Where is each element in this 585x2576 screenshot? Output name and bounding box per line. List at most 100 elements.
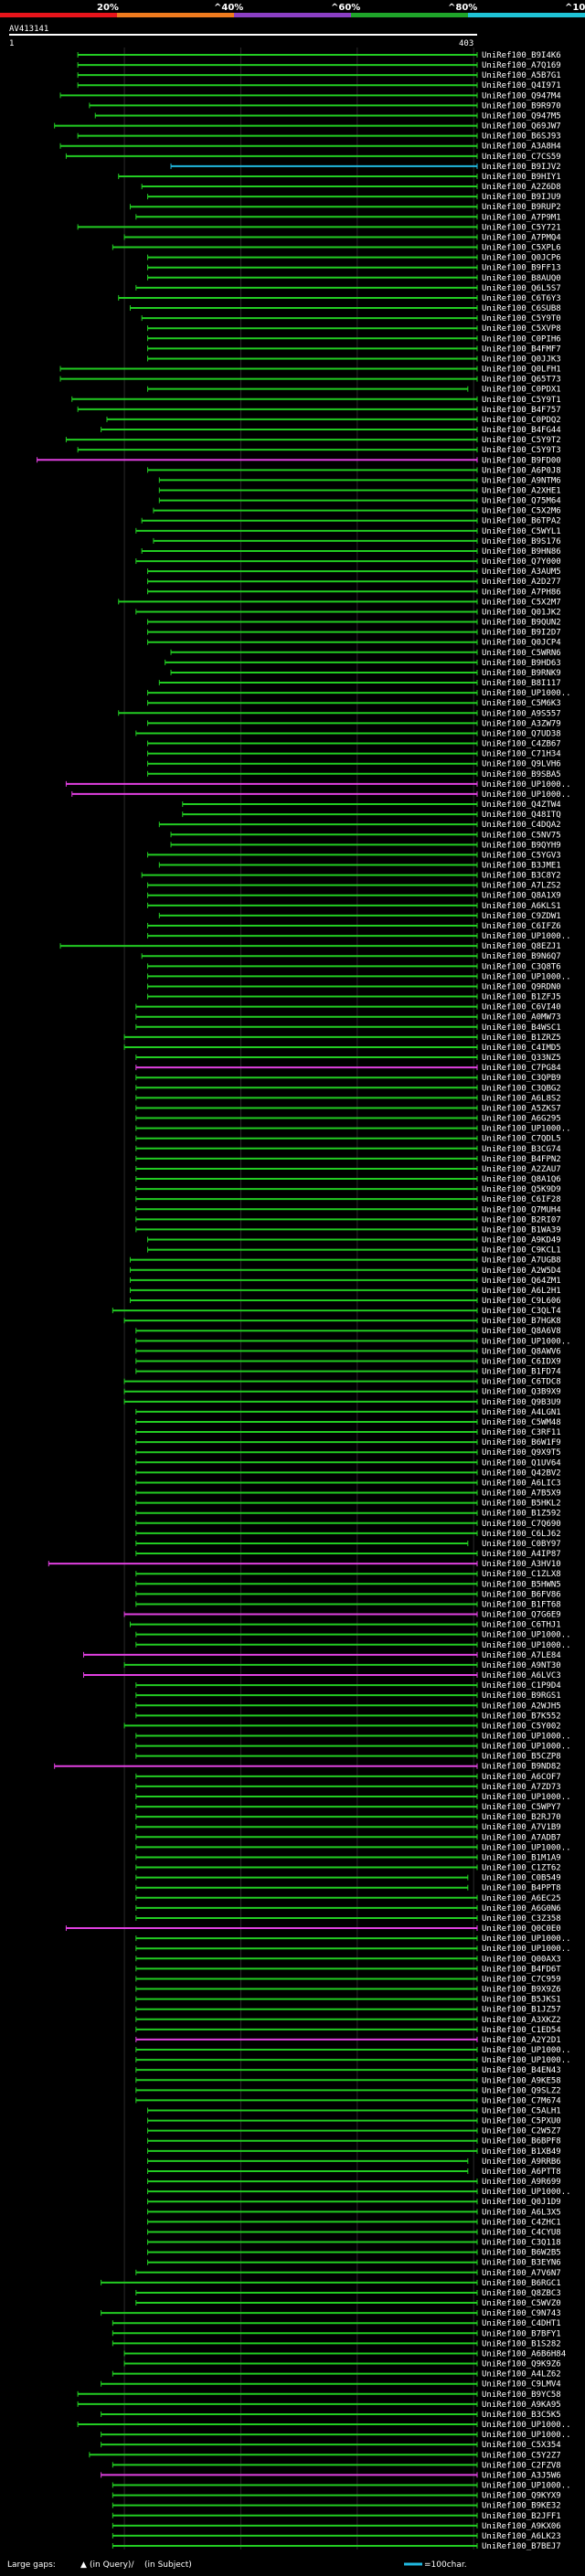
hit-accession[interactable]: UniRef100_C5WPY7 bbox=[482, 1803, 561, 1812]
hit-accession[interactable]: UniRef100_Q9KYX9 bbox=[482, 2492, 561, 2501]
hit-accession[interactable]: UniRef100_B9QYH9 bbox=[482, 841, 561, 850]
hit-accession[interactable]: UniRef100_UP1000.. bbox=[482, 1337, 571, 1346]
hit-accession[interactable]: UniRef100_UP1000.. bbox=[482, 689, 571, 698]
hit-accession[interactable]: UniRef100_A3A8H4 bbox=[482, 143, 561, 152]
hit-accession[interactable]: UniRef100_Q5K9D9 bbox=[482, 1185, 561, 1194]
hit-accession[interactable]: UniRef100_B5HWN5 bbox=[482, 1580, 561, 1589]
hit-accession[interactable]: UniRef100_Q00AX3 bbox=[482, 1955, 561, 1964]
hit-accession[interactable]: UniRef100_A6KLS1 bbox=[482, 902, 561, 911]
hit-accession[interactable]: UniRef100_UP1000.. bbox=[482, 780, 571, 790]
hit-accession[interactable]: UniRef100_A7PMQ4 bbox=[482, 233, 561, 242]
hit-accession[interactable]: UniRef100_A3HV10 bbox=[482, 1560, 561, 1569]
hit-accession[interactable]: UniRef100_B9R970 bbox=[482, 101, 561, 111]
hit-accession[interactable]: UniRef100_B7BFY1 bbox=[482, 2329, 561, 2338]
hit-accession[interactable]: UniRef100_C5Y9T3 bbox=[482, 446, 561, 455]
hit-accession[interactable]: UniRef100_A2ZAU7 bbox=[482, 1165, 561, 1174]
hit-accession[interactable]: UniRef100_A6LVC3 bbox=[482, 1671, 561, 1680]
hit-accession[interactable]: UniRef100_C9ZDW1 bbox=[482, 912, 561, 921]
hit-accession[interactable]: UniRef100_B9YC58 bbox=[482, 2390, 561, 2400]
hit-accession[interactable]: UniRef100_C7CS59 bbox=[482, 153, 561, 162]
hit-accession[interactable]: UniRef100_Q9X9T5 bbox=[482, 1448, 561, 1458]
hit-accession[interactable]: UniRef100_C4DQA2 bbox=[482, 821, 561, 830]
hit-accession[interactable]: UniRef100_A6P0J8 bbox=[482, 466, 561, 475]
hit-accession[interactable]: UniRef100_C6SUB8 bbox=[482, 304, 561, 313]
hit-accession[interactable]: UniRef100_C1ED54 bbox=[482, 2026, 561, 2035]
hit-accession[interactable]: UniRef100_C6LJ62 bbox=[482, 1530, 561, 1539]
hit-accession[interactable]: UniRef100_C3QPB9 bbox=[482, 1074, 561, 1083]
hit-accession[interactable]: UniRef100_Q75M64 bbox=[482, 497, 561, 506]
hit-accession[interactable]: UniRef100_C5Y9T2 bbox=[482, 436, 561, 445]
hit-accession[interactable]: UniRef100_B3EYN6 bbox=[482, 2259, 561, 2268]
hit-accession[interactable]: UniRef100_B9S176 bbox=[482, 537, 561, 546]
hit-accession[interactable]: UniRef100_C6IDX9 bbox=[482, 1357, 561, 1366]
hit-accession[interactable]: UniRef100_C5Y2Z7 bbox=[482, 2451, 561, 2460]
hit-accession[interactable]: UniRef100_A9NTM6 bbox=[482, 476, 561, 485]
hit-accession[interactable]: UniRef100_Q9SLZ2 bbox=[482, 2086, 561, 2095]
hit-accession[interactable]: UniRef100_A4LGN1 bbox=[482, 1408, 561, 1417]
hit-accession[interactable]: UniRef100_B1ZFJ5 bbox=[482, 993, 561, 1002]
hit-accession[interactable]: UniRef100_C5YGV3 bbox=[482, 851, 561, 860]
hit-accession[interactable]: UniRef100_UP1000.. bbox=[482, 1743, 571, 1752]
hit-accession[interactable]: UniRef100_C7C959 bbox=[482, 1975, 561, 1984]
hit-accession[interactable]: UniRef100_C2FZV8 bbox=[482, 2461, 561, 2470]
hit-accession[interactable]: UniRef100_UP1000.. bbox=[482, 1125, 571, 1134]
hit-accession[interactable]: UniRef100_A7ZD73 bbox=[482, 1783, 561, 1792]
hit-accession[interactable]: UniRef100_UP1000.. bbox=[482, 2421, 571, 2430]
hit-accession[interactable]: UniRef100_UP1000.. bbox=[482, 1641, 571, 1650]
hit-accession[interactable]: UniRef100_Q8A6V8 bbox=[482, 1327, 561, 1336]
hit-accession[interactable]: UniRef100_A6G0N6 bbox=[482, 1904, 561, 1913]
hit-accession[interactable]: UniRef100_B4F757 bbox=[482, 406, 561, 415]
hit-accession[interactable]: UniRef100_UP1000.. bbox=[482, 1793, 571, 1802]
hit-accession[interactable]: UniRef100_A2Z6D8 bbox=[482, 183, 561, 192]
hit-accession[interactable]: UniRef100_B4FG44 bbox=[482, 426, 561, 435]
hit-accession[interactable]: UniRef100_Q4I971 bbox=[482, 81, 561, 90]
hit-accession[interactable]: UniRef100_B9I4K6 bbox=[482, 51, 561, 60]
hit-accession[interactable]: UniRef100_Q7Y000 bbox=[482, 557, 561, 567]
hit-accession[interactable]: UniRef100_A6G295 bbox=[482, 1115, 561, 1124]
hit-accession[interactable]: UniRef100_Q8ZBC3 bbox=[482, 2289, 561, 2298]
hit-accession[interactable]: UniRef100_C4IMD5 bbox=[482, 1044, 561, 1053]
hit-accession[interactable]: UniRef100_B1Z592 bbox=[482, 1510, 561, 1519]
hit-accession[interactable]: UniRef100_C5ALH1 bbox=[482, 2107, 561, 2116]
hit-accession[interactable]: UniRef100_B7HGK8 bbox=[482, 1317, 561, 1326]
hit-accession[interactable]: UniRef100_UP1000.. bbox=[482, 932, 571, 941]
hit-accession[interactable]: UniRef100_B8I117 bbox=[482, 679, 561, 688]
hit-accession[interactable]: UniRef100_A9RRB6 bbox=[482, 2157, 561, 2167]
hit-accession[interactable]: UniRef100_C1ZT62 bbox=[482, 1864, 561, 1873]
hit-accession[interactable]: UniRef100_B9HIY1 bbox=[482, 173, 561, 182]
hit-accession[interactable]: UniRef100_B6BPF8 bbox=[482, 2137, 561, 2147]
hit-accession[interactable]: UniRef100_B1S282 bbox=[482, 2339, 561, 2348]
hit-accession[interactable]: UniRef100_C0PIH6 bbox=[482, 334, 561, 344]
hit-accession[interactable]: UniRef100_A6L8S2 bbox=[482, 1094, 561, 1103]
hit-accession[interactable]: UniRef100_Q7G6E9 bbox=[482, 1611, 561, 1620]
hit-accession[interactable]: UniRef100_A2WJH5 bbox=[482, 1701, 561, 1711]
hit-accession[interactable]: UniRef100_Q7MUH4 bbox=[482, 1205, 561, 1214]
hit-accession[interactable]: UniRef100_B2RJ70 bbox=[482, 1813, 561, 1822]
hit-accession[interactable]: UniRef100_C4ZB67 bbox=[482, 740, 561, 749]
hit-accession[interactable]: UniRef100_Q9LVH6 bbox=[482, 760, 561, 769]
hit-accession[interactable]: UniRef100_UP1000.. bbox=[482, 1732, 571, 1741]
hit-accession[interactable]: UniRef100_B3JME1 bbox=[482, 862, 561, 871]
hit-accession[interactable]: UniRef100_Q1UV64 bbox=[482, 1458, 561, 1468]
hit-accession[interactable]: UniRef100_Q8A1X9 bbox=[482, 892, 561, 901]
hit-accession[interactable]: UniRef100_B9QUN2 bbox=[482, 619, 561, 628]
hit-accession[interactable]: UniRef100_C7Q690 bbox=[482, 1520, 561, 1529]
hit-accession[interactable]: UniRef100_Q65T73 bbox=[482, 376, 561, 385]
hit-accession[interactable]: UniRef100_B7BEJ7 bbox=[482, 2542, 561, 2551]
hit-accession[interactable]: UniRef100_A3XKZ2 bbox=[482, 2016, 561, 2025]
hit-accession[interactable]: UniRef100_B3C8Y2 bbox=[482, 872, 561, 881]
hit-accession[interactable]: UniRef100_Q0JCP4 bbox=[482, 639, 561, 648]
hit-accession[interactable]: UniRef100_A6LIC3 bbox=[482, 1479, 561, 1488]
hit-accession[interactable]: UniRef100_C7PG84 bbox=[482, 1064, 561, 1073]
hit-accession[interactable]: UniRef100_B4FMF7 bbox=[482, 345, 561, 354]
hit-accession[interactable]: UniRef100_B9I2D7 bbox=[482, 629, 561, 638]
hit-accession[interactable]: UniRef100_A7P9M1 bbox=[482, 213, 561, 222]
hit-accession[interactable]: UniRef100_Q0J1D9 bbox=[482, 2198, 561, 2207]
hit-accession[interactable]: UniRef100_A9KX06 bbox=[482, 2522, 561, 2531]
hit-accession[interactable]: UniRef100_C9L606 bbox=[482, 1297, 561, 1306]
hit-accession[interactable]: UniRef100_Q3B9X9 bbox=[482, 1388, 561, 1397]
hit-accession[interactable]: UniRef100_Q64ZM1 bbox=[482, 1277, 561, 1286]
hit-accession[interactable]: UniRef100_A7B5X9 bbox=[482, 1489, 561, 1499]
hit-accession[interactable]: UniRef100_A0MW73 bbox=[482, 1013, 561, 1023]
hit-accession[interactable]: UniRef100_C6IFZ6 bbox=[482, 922, 561, 931]
